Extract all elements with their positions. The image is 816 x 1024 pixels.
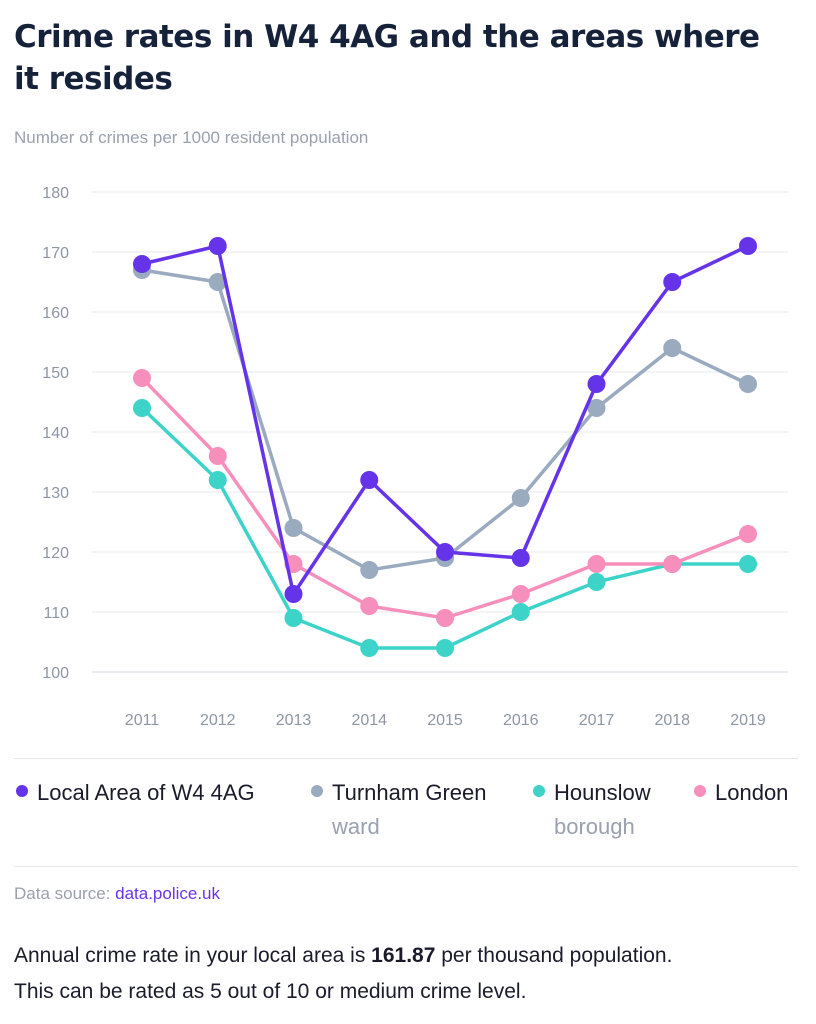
x-tick-label: 2014	[351, 712, 387, 729]
data-point-local-area-of-w4-4ag[interactable]	[208, 237, 227, 255]
legend-dot-icon	[694, 785, 706, 797]
data-point-local-area-of-w4-4ag[interactable]	[133, 255, 151, 273]
data-point-turnham-green-ward[interactable]	[663, 339, 682, 357]
data-point-london[interactable]	[511, 585, 530, 603]
x-tick-label: 2012	[200, 712, 236, 729]
data-point-hounslow-borough[interactable]	[587, 573, 606, 591]
data-point-london[interactable]	[663, 555, 682, 573]
data-point-hounslow-borough[interactable]	[133, 399, 151, 417]
x-tick-label: 2018	[654, 712, 690, 729]
data-point-hounslow-borough[interactable]	[739, 555, 757, 573]
legend-dot-icon	[16, 785, 28, 797]
data-source-link[interactable]: data.police.uk	[115, 884, 221, 903]
legend-dot-icon	[311, 785, 323, 797]
data-point-local-area-of-w4-4ag[interactable]	[284, 585, 303, 603]
data-point-turnham-green-ward[interactable]	[587, 399, 606, 417]
legend-dot-icon	[533, 785, 545, 797]
legend-item-london[interactable]: London	[694, 780, 788, 806]
series-line-local-area-of-w4-4ag	[141, 244, 749, 596]
data-source-label: Data source:	[14, 884, 116, 903]
y-tick-label: 180	[42, 185, 69, 202]
crime-summary: Annual crime rate in your local area is …	[14, 938, 814, 1010]
data-point-london[interactable]	[587, 555, 606, 573]
x-tick-label: 2017	[579, 712, 615, 729]
data-point-hounslow-borough[interactable]	[284, 609, 303, 627]
x-tick-label: 2016	[503, 712, 539, 729]
summary-text-2: per thousand population.	[435, 944, 673, 967]
y-tick-label: 140	[42, 425, 69, 442]
divider-bottom	[14, 866, 798, 867]
y-tick-label: 100	[42, 665, 69, 682]
legend-label: Hounslow	[554, 780, 651, 805]
data-point-hounslow-borough[interactable]	[360, 639, 379, 657]
y-tick-label: 110	[43, 605, 69, 622]
data-point-turnham-green-ward[interactable]	[208, 273, 227, 291]
legend-sublabel: borough	[554, 814, 635, 839]
divider-top	[14, 758, 798, 759]
legend-label: Turnham Green	[332, 780, 487, 805]
legend-sublabel: ward	[332, 814, 380, 839]
chart-subtitle: Number of crimes per 1000 resident popul…	[14, 128, 369, 147]
chart-title: Crime rates in W4 4AG and the areas wher…	[14, 19, 760, 97]
x-tick-label: 2011	[125, 712, 160, 729]
data-point-turnham-green-ward[interactable]	[739, 375, 757, 393]
summary-crime-rate-value: 161.87	[371, 944, 436, 967]
data-point-hounslow-borough[interactable]	[511, 603, 530, 621]
y-tick-label: 160	[42, 305, 69, 322]
x-tick-label: 2013	[276, 712, 312, 729]
series-line-london	[140, 376, 749, 620]
data-point-london[interactable]	[208, 447, 227, 465]
data-point-local-area-of-w4-4ag[interactable]	[663, 273, 682, 291]
summary-rating-text: This can be rated as 5 out of 10 or medi…	[14, 980, 527, 1003]
data-point-hounslow-borough[interactable]	[208, 471, 227, 489]
y-tick-label: 150	[42, 365, 69, 382]
data-point-london[interactable]	[739, 525, 757, 543]
legend-item-turnham-green[interactable]: Turnham Green ward	[311, 780, 486, 840]
data-point-london[interactable]	[360, 597, 379, 615]
x-tick-label: 2019	[730, 712, 766, 729]
crime-rate-line-chart: 100 110 120 130 140 150 160 170 180 2011 2012 2013 2…	[42, 185, 788, 729]
data-point-hounslow-borough[interactable]	[436, 639, 454, 657]
data-point-turnham-green-ward[interactable]	[284, 519, 303, 537]
data-source: Data source: data.police.uk	[14, 884, 220, 904]
legend-item-hounslow[interactable]: Hounslow borough	[533, 780, 651, 840]
y-tick-label: 120	[42, 545, 69, 562]
data-point-london[interactable]	[133, 369, 151, 387]
data-point-london[interactable]	[436, 609, 454, 627]
data-point-local-area-of-w4-4ag[interactable]	[587, 375, 606, 393]
chart-legend: Local Area of W4 4AG Turnham Green ward …	[14, 780, 804, 850]
legend-item-local-area[interactable]: Local Area of W4 4AG	[16, 780, 255, 806]
y-tick-label: 170	[42, 245, 69, 262]
legend-label: London	[715, 780, 789, 805]
data-point-turnham-green-ward[interactable]	[511, 489, 530, 507]
x-tick-label: 2015	[427, 712, 463, 729]
data-point-local-area-of-w4-4ag[interactable]	[511, 549, 530, 567]
legend-label: Local Area of W4 4AG	[37, 780, 255, 805]
data-point-local-area-of-w4-4ag[interactable]	[739, 237, 757, 255]
summary-text-1: Annual crime rate in your local area is	[14, 944, 372, 967]
data-point-local-area-of-w4-4ag[interactable]	[436, 543, 454, 561]
y-tick-label: 130	[42, 485, 69, 502]
data-point-turnham-green-ward[interactable]	[360, 561, 379, 579]
data-point-local-area-of-w4-4ag[interactable]	[360, 471, 379, 489]
